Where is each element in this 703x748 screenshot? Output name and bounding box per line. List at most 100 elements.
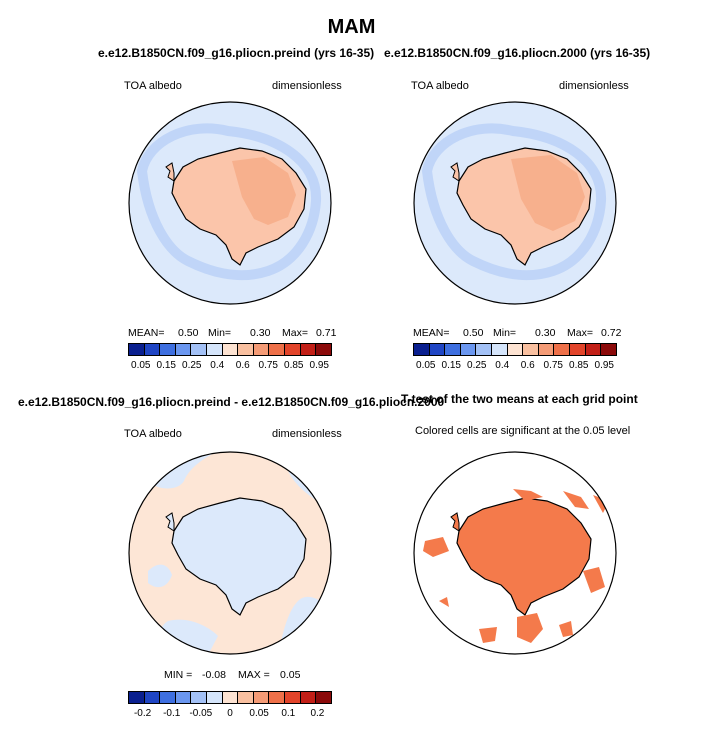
- colorbar-cell: [207, 344, 223, 355]
- mean-label: MEAN=: [413, 327, 450, 339]
- variable-label: TOA albedo: [124, 80, 182, 92]
- polar-map-2000: [413, 101, 617, 305]
- colorbar-tick-label: 0.05: [249, 708, 269, 719]
- peninsula: [450, 512, 460, 532]
- colorbar-tick-label: 0.75: [258, 360, 278, 371]
- colorbar-cell: [476, 344, 493, 355]
- significant-cells: [583, 567, 605, 593]
- mean-value: 0.50: [463, 327, 484, 339]
- sea-ice-band: [136, 123, 322, 281]
- significant-cells: [559, 621, 573, 637]
- colorbar-tick-label: 0.25: [467, 360, 487, 371]
- colorbar-tick-label: 0.6: [235, 360, 250, 371]
- significant-cells: [517, 613, 543, 643]
- units-label: dimensionless: [559, 80, 629, 92]
- peninsula: [165, 162, 175, 182]
- mean-label: MEAN=: [128, 327, 165, 339]
- colorbar-cell: [129, 692, 145, 703]
- colorbar-cell: [445, 344, 461, 355]
- min-label: Min=: [208, 327, 232, 339]
- diff-field-negative: [148, 564, 172, 588]
- colorbar-tick-label: 0.95: [594, 360, 614, 371]
- polar-map-preind: [128, 101, 332, 305]
- significant-cells: [423, 537, 449, 557]
- colorbar-cell: [160, 692, 176, 703]
- colorbar-cell: [601, 344, 616, 355]
- variable-label: TOA albedo: [124, 428, 182, 440]
- colorbar-cell: [269, 692, 286, 703]
- sea-ice-band: [421, 123, 607, 281]
- panel-title-difference: e.e12.B1850CN.f09_g16.pliocn.preind - e.…: [18, 395, 445, 409]
- colorbar-cell: [585, 344, 602, 355]
- antarctica-land: [171, 497, 307, 616]
- figure-title: MAM: [327, 16, 376, 38]
- colorbar-tick-label: 0.6: [520, 360, 535, 371]
- colorbar-cell: [523, 344, 539, 355]
- peninsula: [450, 162, 460, 182]
- colorbar-cell: [144, 692, 161, 703]
- panel-title-2000: e.e12.B1850CN.f09_g16.pliocn.2000 (yrs 1…: [384, 46, 651, 60]
- colorbar-cell: [238, 344, 254, 355]
- colorbar-cell: [300, 692, 317, 703]
- east-antarctic-plateau: [511, 155, 585, 231]
- colorbar-cell: [285, 344, 301, 355]
- colorbar-tick-label: 0: [227, 708, 233, 719]
- colorbar-abs-right: [413, 343, 617, 356]
- colorbar-tick-label: -0.1: [163, 708, 181, 719]
- colorbar-cell: [300, 344, 317, 355]
- mean-value: 0.50: [178, 327, 199, 339]
- colorbar-tick-label: 0.75: [543, 360, 563, 371]
- min-value: 0.30: [535, 327, 556, 339]
- colorbar-cell: [207, 692, 223, 703]
- units-label: dimensionless: [272, 428, 342, 440]
- colorbar-cell: [460, 344, 477, 355]
- colorbar-cell: [507, 344, 524, 355]
- peninsula: [165, 512, 175, 532]
- colorbar-cell: [429, 344, 446, 355]
- colorbar-difference-ticks: -0.2 -0.1 -0.05 0 0.05 0.1 0.2: [128, 708, 332, 720]
- significant-cells: [439, 597, 449, 607]
- colorbar-tick-label: 0.85: [284, 360, 304, 371]
- colorbar-cell: [175, 344, 192, 355]
- colorbar-cell: [316, 344, 331, 355]
- colorbar-tick-label: 0.4: [210, 360, 225, 371]
- units-label: dimensionless: [272, 80, 342, 92]
- polar-map-ttest: [413, 451, 617, 655]
- colorbar-cell: [238, 692, 254, 703]
- significant-cells: [563, 491, 589, 509]
- colorbar-tick-label: 0.85: [569, 360, 589, 371]
- colorbar-abs-left-ticks: 0.05 0.15 0.25 0.4 0.6 0.75 0.85 0.95: [128, 360, 332, 372]
- colorbar-cell: [570, 344, 586, 355]
- colorbar-cell: [492, 344, 508, 355]
- max-value: 0.05: [280, 669, 301, 681]
- antarctica-land: [456, 497, 592, 616]
- max-label: Max=: [282, 327, 308, 339]
- colorbar-difference: [128, 691, 332, 704]
- colorbar-abs-right-ticks: 0.05 0.15 0.25 0.4 0.6 0.75 0.85 0.95: [413, 360, 617, 372]
- panel-title-preind: e.e12.B1850CN.f09_g16.pliocn.preind (yrs…: [98, 46, 375, 60]
- min-value: 0.30: [250, 327, 271, 339]
- max-value: 0.72: [601, 327, 622, 339]
- colorbar-tick-label: 0.2: [310, 708, 325, 719]
- max-value: 0.71: [316, 327, 337, 339]
- east-antarctic-plateau: [232, 157, 296, 225]
- colorbar-cell: [160, 344, 176, 355]
- colorbar-cell: [222, 692, 239, 703]
- colorbar-cell: [129, 344, 145, 355]
- min-label: MIN =: [164, 669, 193, 681]
- polar-map-difference: [128, 451, 332, 655]
- ttest-subtitle: Colored cells are significant at the 0.0…: [415, 425, 631, 437]
- colorbar-cell: [269, 344, 286, 355]
- colorbar-cell: [253, 344, 270, 355]
- colorbar-cell: [175, 692, 192, 703]
- colorbar-cell: [554, 344, 571, 355]
- max-label: MAX =: [238, 669, 270, 681]
- colorbar-tick-label: 0.05: [416, 360, 436, 371]
- significant-cells: [513, 489, 543, 501]
- panel-title-ttest: T-test of the two means at each grid poi…: [401, 392, 638, 406]
- colorbar-cell: [191, 344, 208, 355]
- colorbar-cell: [222, 344, 239, 355]
- colorbar-cell: [285, 692, 301, 703]
- colorbar-tick-label: 0.15: [156, 360, 176, 371]
- colorbar-abs-left: [128, 343, 332, 356]
